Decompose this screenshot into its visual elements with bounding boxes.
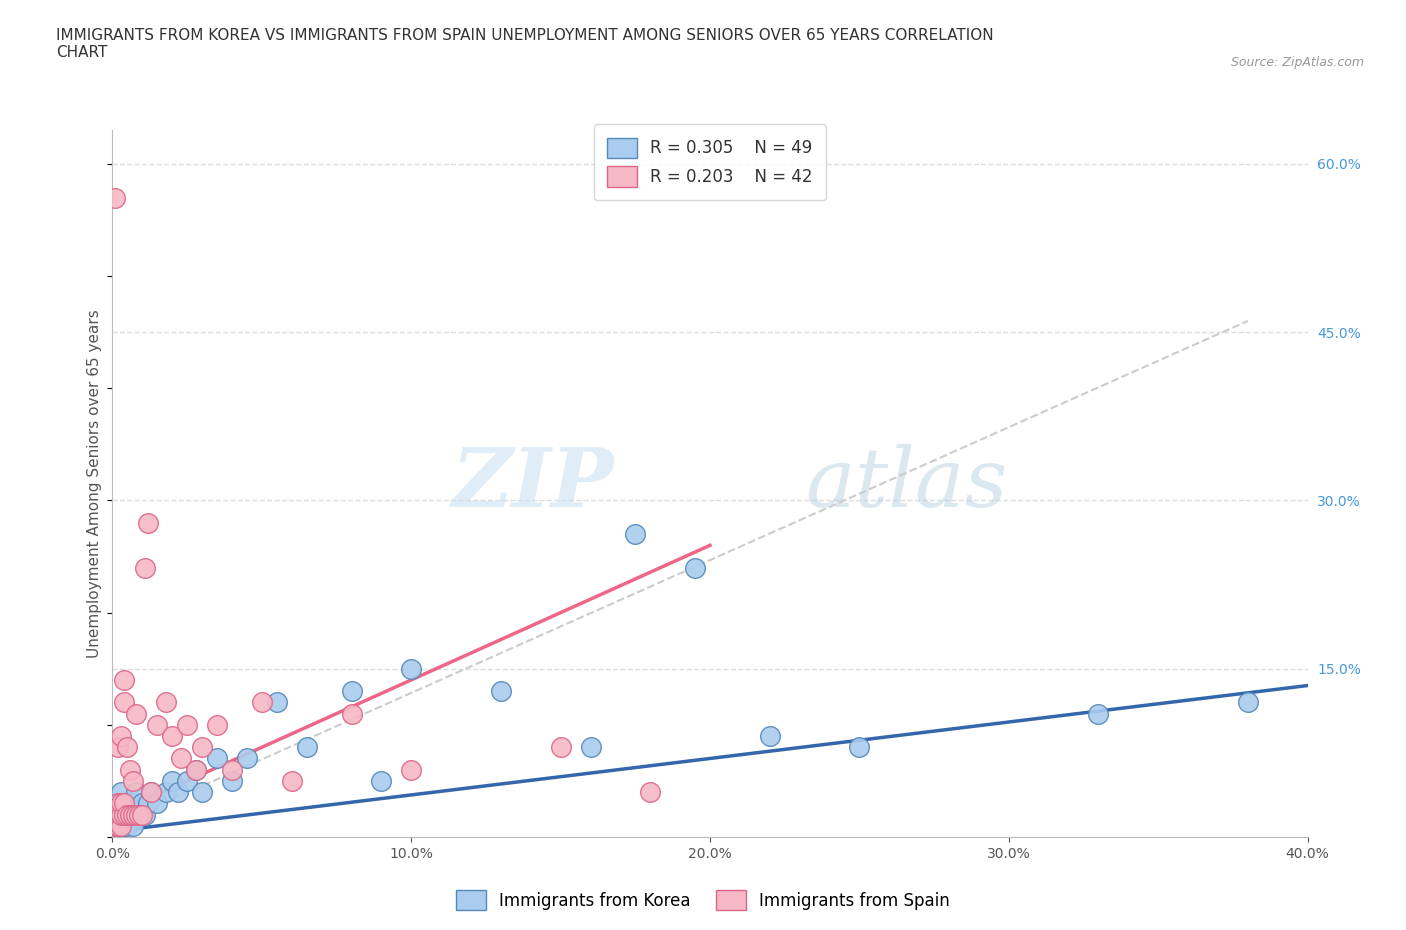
Point: [683, 560, 706, 575]
Point: [110, 818, 132, 833]
Point: [550, 739, 572, 754]
Point: [125, 807, 148, 822]
Point: [579, 739, 602, 754]
Point: [117, 807, 139, 822]
Point: [170, 751, 193, 766]
Point: [340, 684, 363, 698]
Point: [120, 763, 142, 777]
Point: [624, 526, 647, 541]
Point: [131, 796, 153, 811]
Point: [759, 728, 782, 743]
Point: [107, 739, 129, 754]
Point: [114, 796, 135, 811]
Text: IMMIGRANTS FROM KOREA VS IMMIGRANTS FROM SPAIN UNEMPLOYMENT AMONG SENIORS OVER 6: IMMIGRANTS FROM KOREA VS IMMIGRANTS FROM…: [56, 28, 994, 60]
Point: [134, 807, 156, 822]
Point: [1237, 695, 1260, 710]
Point: [489, 684, 512, 698]
Point: [120, 796, 142, 811]
Point: [162, 728, 183, 743]
Point: [110, 796, 132, 811]
Text: ZIP: ZIP: [451, 444, 614, 524]
Point: [205, 751, 228, 766]
Y-axis label: Unemployment Among Seniors over 65 years: Unemployment Among Seniors over 65 years: [87, 309, 103, 658]
Point: [125, 785, 148, 800]
Point: [266, 695, 288, 710]
Legend: R = 0.305    N = 49, R = 0.203    N = 42: R = 0.305 N = 49, R = 0.203 N = 42: [593, 125, 827, 200]
Point: [107, 818, 129, 833]
Point: [125, 706, 148, 721]
Point: [110, 796, 132, 811]
Point: [176, 717, 198, 732]
Point: [401, 661, 423, 676]
Point: [110, 785, 132, 800]
Point: [107, 796, 129, 811]
Point: [120, 807, 142, 822]
Point: [186, 763, 208, 777]
Point: [146, 796, 169, 811]
Point: [107, 818, 129, 833]
Point: [110, 807, 132, 822]
Legend: Immigrants from Korea, Immigrants from Spain: Immigrants from Korea, Immigrants from S…: [450, 884, 956, 917]
Point: [125, 807, 148, 822]
Point: [114, 695, 135, 710]
Point: [186, 763, 208, 777]
Point: [370, 774, 392, 789]
Point: [250, 695, 273, 710]
Point: [167, 785, 190, 800]
Point: [114, 796, 135, 811]
Point: [122, 807, 145, 822]
Point: [114, 672, 135, 687]
Point: [141, 785, 163, 800]
Point: [134, 560, 156, 575]
Point: [340, 706, 363, 721]
Point: [107, 796, 129, 811]
Point: [295, 739, 318, 754]
Point: [117, 739, 139, 754]
Point: [114, 807, 135, 822]
Point: [141, 785, 163, 800]
Point: [104, 818, 127, 833]
Point: [155, 695, 177, 710]
Point: [205, 717, 228, 732]
Point: [104, 807, 127, 822]
Point: [104, 818, 127, 833]
Point: [122, 818, 145, 833]
Point: [138, 515, 160, 530]
Point: [117, 796, 139, 811]
Point: [122, 774, 145, 789]
Point: [128, 807, 150, 822]
Point: [110, 728, 132, 743]
Point: [848, 739, 870, 754]
Point: [191, 739, 214, 754]
Point: [114, 818, 135, 833]
Point: [221, 774, 243, 789]
Point: [120, 807, 142, 822]
Point: [117, 807, 139, 822]
Point: [107, 807, 129, 822]
Point: [110, 818, 132, 833]
Point: [176, 774, 198, 789]
Text: atlas: atlas: [806, 444, 1008, 524]
Point: [114, 807, 135, 822]
Point: [128, 807, 150, 822]
Point: [138, 796, 160, 811]
Point: [1087, 706, 1109, 721]
Point: [104, 190, 127, 205]
Point: [236, 751, 259, 766]
Point: [110, 807, 132, 822]
Point: [155, 785, 177, 800]
Point: [131, 807, 153, 822]
Point: [191, 785, 214, 800]
Text: Source: ZipAtlas.com: Source: ZipAtlas.com: [1230, 56, 1364, 69]
Point: [221, 763, 243, 777]
Point: [104, 807, 127, 822]
Point: [281, 774, 304, 789]
Point: [117, 818, 139, 833]
Point: [640, 785, 662, 800]
Point: [122, 796, 145, 811]
Point: [401, 763, 423, 777]
Point: [162, 774, 183, 789]
Point: [146, 717, 169, 732]
